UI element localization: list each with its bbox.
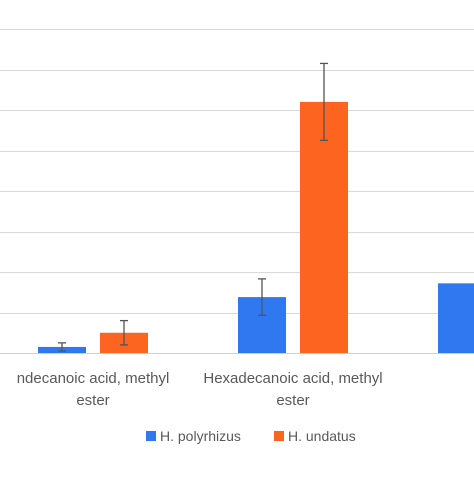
category-labels: ndecanoic acid, methyl ester Hexadecanoic … bbox=[17, 370, 383, 409]
legend-swatch-1 bbox=[274, 431, 284, 441]
category-label-0-line-0: ndecanoic acid, methyl bbox=[17, 370, 170, 387]
bar-h-undatus-1 bbox=[300, 101, 348, 354]
legend-label-1: H. undatus bbox=[288, 428, 356, 444]
category-label-1-line-0: Hexadecanoic acid, methyl bbox=[203, 370, 382, 387]
legend-label-0: H. polyrhizus bbox=[160, 428, 241, 444]
gridlines bbox=[0, 29, 474, 354]
bars bbox=[38, 101, 474, 354]
legend-swatch-0 bbox=[146, 431, 156, 441]
category-label-0-line-1: ester bbox=[76, 392, 109, 409]
category-label-1-line-1: ester bbox=[276, 392, 309, 409]
error-bars bbox=[58, 62, 328, 352]
legend: H. polyrhizus H. undatus bbox=[146, 428, 356, 444]
bar-h-polyrhizus-2 bbox=[438, 283, 474, 353]
